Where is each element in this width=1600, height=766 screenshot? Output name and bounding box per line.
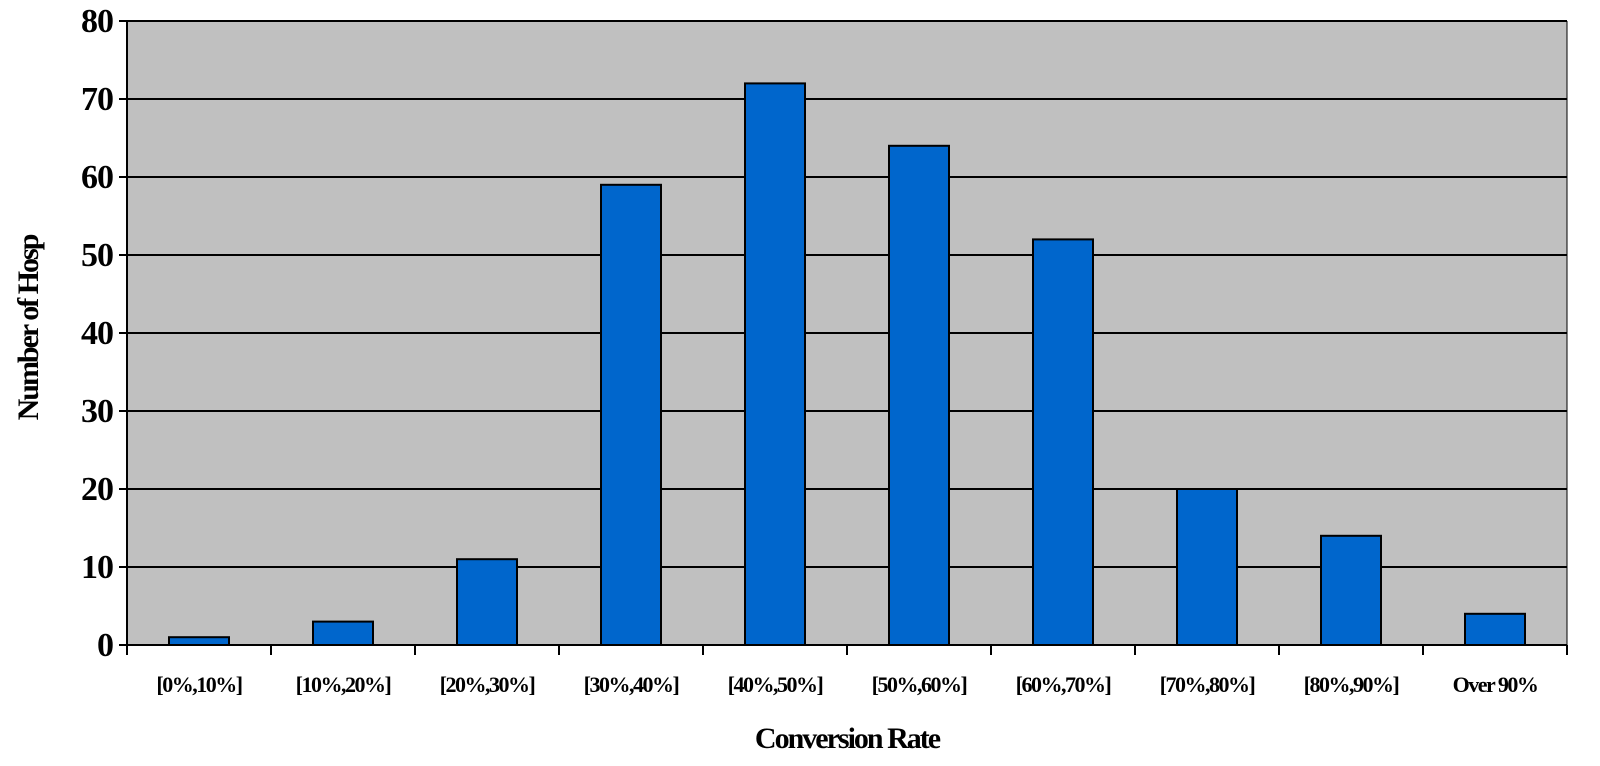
x-category-label: [40%,50%]: [728, 672, 823, 697]
bar-6: [888, 144, 950, 647]
x-category-label: [20%,30%]: [440, 672, 535, 697]
y-tick-label: 40: [81, 315, 113, 352]
bar-7: [1032, 238, 1094, 646]
x-axis-title: Conversion Rate: [755, 722, 941, 755]
y-tick-label: 20: [81, 471, 113, 508]
y-tick-label: 30: [81, 393, 113, 430]
bar-9: [1320, 534, 1382, 646]
x-category-label: [0%,10%]: [156, 672, 241, 697]
x-category-label: [10%,20%]: [296, 672, 391, 697]
x-category-label: [80%,90%]: [1304, 672, 1399, 697]
y-tick-label: 60: [81, 159, 113, 196]
y-tick-label: 80: [81, 3, 113, 40]
bar-8: [1176, 488, 1238, 646]
y-tick-labels: 0 10 20 30 40 50 60 70 80: [81, 3, 114, 664]
x-category-label: [50%,60%]: [872, 672, 967, 697]
axes: [119, 20, 1568, 655]
x-category-label: [60%,70%]: [1016, 672, 1111, 697]
x-category-label: [70%,80%]: [1160, 672, 1255, 697]
bar-1: [168, 636, 230, 647]
y-tick-label: 10: [81, 549, 113, 586]
bars: [168, 82, 1526, 647]
bar-2: [312, 620, 374, 646]
bar-4: [600, 183, 662, 647]
bar-3: [456, 558, 518, 647]
y-axis-title: Number of Hosp: [12, 234, 45, 420]
y-tick-label: 0: [97, 627, 113, 664]
x-category-labels: [0%,10%] [10%,20%] [20%,30%] [30%,40%] [40%,…: [156, 672, 1538, 697]
y-tick-label: 70: [81, 81, 113, 118]
bar-5: [744, 82, 806, 646]
gridlines: [127, 20, 1567, 568]
y-tick-label: 50: [81, 237, 113, 274]
x-category-label: Over 90%: [1453, 672, 1538, 697]
x-category-label: [30%,40%]: [584, 672, 679, 697]
bar-10: [1464, 612, 1526, 646]
